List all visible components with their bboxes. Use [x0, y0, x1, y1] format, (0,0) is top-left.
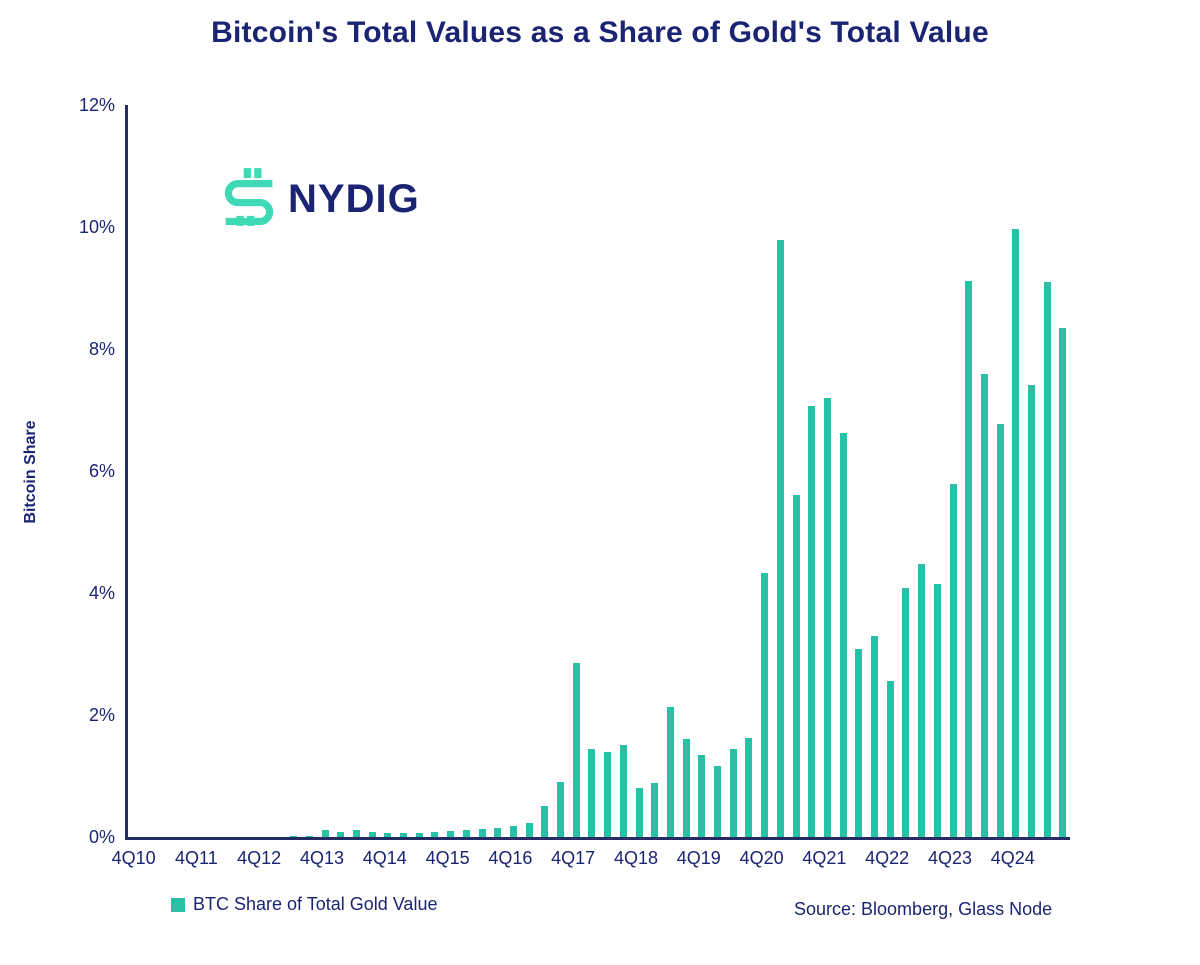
bar-3Q19	[682, 739, 690, 837]
y-tick-2%: 2%	[88, 705, 115, 725]
bar-2Q13	[290, 836, 298, 837]
bar-4Q23	[949, 484, 957, 837]
x-tick-4Q20: 4Q20	[739, 848, 784, 868]
bar-4Q13	[321, 830, 329, 837]
x-tick-4Q23: 4Q23	[927, 848, 973, 868]
x-tick-4Q10: 4Q10	[111, 848, 156, 868]
x-tick-4Q17: 4Q17	[551, 848, 596, 868]
bar-3Q23	[933, 584, 941, 837]
bar-1Q16	[462, 830, 470, 837]
bar-1Q18	[588, 749, 596, 837]
x-tick-4Q18: 4Q18	[613, 848, 659, 868]
x-tick-4Q16: 4Q16	[488, 848, 533, 868]
chart-title: Bitcoin's Total Values as a Share of Gol…	[211, 16, 989, 49]
x-tick-4Q24: 4Q24	[990, 848, 1035, 868]
bar-4Q16	[509, 826, 517, 837]
bar-1Q17	[525, 823, 533, 837]
bar-1Q20	[714, 766, 721, 837]
bar-2Q22	[855, 649, 863, 837]
y-tick-6%: 6%	[88, 461, 115, 481]
bar-3Q16	[494, 828, 502, 837]
bar-4Q20	[761, 573, 769, 837]
x-tick-4Q15: 4Q15	[425, 848, 470, 868]
x-tick-4Q22: 4Q22	[865, 848, 910, 868]
bar-2Q16	[478, 829, 486, 837]
bar-1Q14	[337, 832, 345, 837]
bar-3Q25	[1059, 328, 1067, 837]
bar-3Q17	[557, 782, 564, 837]
bar-1Q21	[776, 240, 784, 837]
nydig-dollar-mark-icon	[221, 167, 277, 232]
y-tick-8%: 8%	[88, 339, 115, 359]
bar-3Q14	[368, 832, 376, 837]
legend: BTC Share of Total Gold Value	[171, 894, 437, 915]
legend-label: BTC Share of Total Gold Value	[193, 894, 438, 914]
bar-2Q23	[918, 564, 926, 837]
bar-4Q21	[823, 398, 831, 837]
bar-3Q18	[619, 745, 627, 837]
bar-1Q15	[400, 833, 407, 837]
nydig-wordmark: NYDIG	[288, 177, 420, 221]
bar-4Q17	[572, 663, 580, 837]
bar-4Q15	[447, 831, 455, 837]
bar-3Q20	[745, 738, 753, 837]
bar-2Q19	[666, 707, 674, 837]
bar-3Q15	[431, 832, 439, 837]
bar-1Q25	[1028, 385, 1035, 837]
bar-1Q23	[902, 588, 910, 837]
x-tick-4Q21: 4Q21	[802, 848, 847, 868]
bar-1Q19	[651, 783, 659, 837]
x-tick-4Q13: 4Q13	[299, 848, 345, 868]
bar-4Q24	[1012, 229, 1020, 837]
bar-1Q24	[965, 281, 973, 837]
bar-2Q14	[352, 830, 360, 837]
bar-3Q13	[305, 836, 313, 837]
y-tick-0%: 0%	[88, 827, 115, 847]
bar-4Q22	[886, 681, 894, 837]
bar-2Q21	[792, 495, 800, 837]
x-tick-4Q19: 4Q19	[676, 848, 721, 868]
bar-2Q17	[541, 806, 549, 837]
bar-3Q24	[996, 424, 1004, 837]
bar-2Q24	[980, 374, 988, 837]
bar-4Q19	[698, 755, 706, 837]
bar-4Q14	[384, 833, 392, 837]
bar-1Q22	[839, 433, 847, 837]
y-axis-title: Bitcoin Share	[22, 420, 39, 524]
nydig-logo: NYDIG	[221, 167, 420, 232]
bar-2Q25	[1043, 282, 1051, 837]
bar-3Q22	[871, 636, 878, 837]
bar-3Q21	[808, 406, 816, 837]
bar-2Q18	[604, 752, 612, 837]
plot-area	[125, 105, 1070, 840]
bar-2Q20	[729, 749, 737, 837]
source-note: Source: Bloomberg, Glass Node	[794, 899, 1053, 919]
bar-4Q18	[635, 788, 643, 837]
bar-2Q15	[415, 833, 423, 837]
legend-swatch	[171, 897, 185, 912]
x-tick-4Q14: 4Q14	[362, 848, 407, 868]
y-tick-12%: 12%	[78, 95, 115, 115]
y-tick-10%: 10%	[78, 217, 115, 237]
x-tick-4Q11: 4Q11	[175, 848, 218, 868]
x-tick-4Q12: 4Q12	[237, 848, 282, 868]
y-tick-4%: 4%	[88, 583, 115, 603]
